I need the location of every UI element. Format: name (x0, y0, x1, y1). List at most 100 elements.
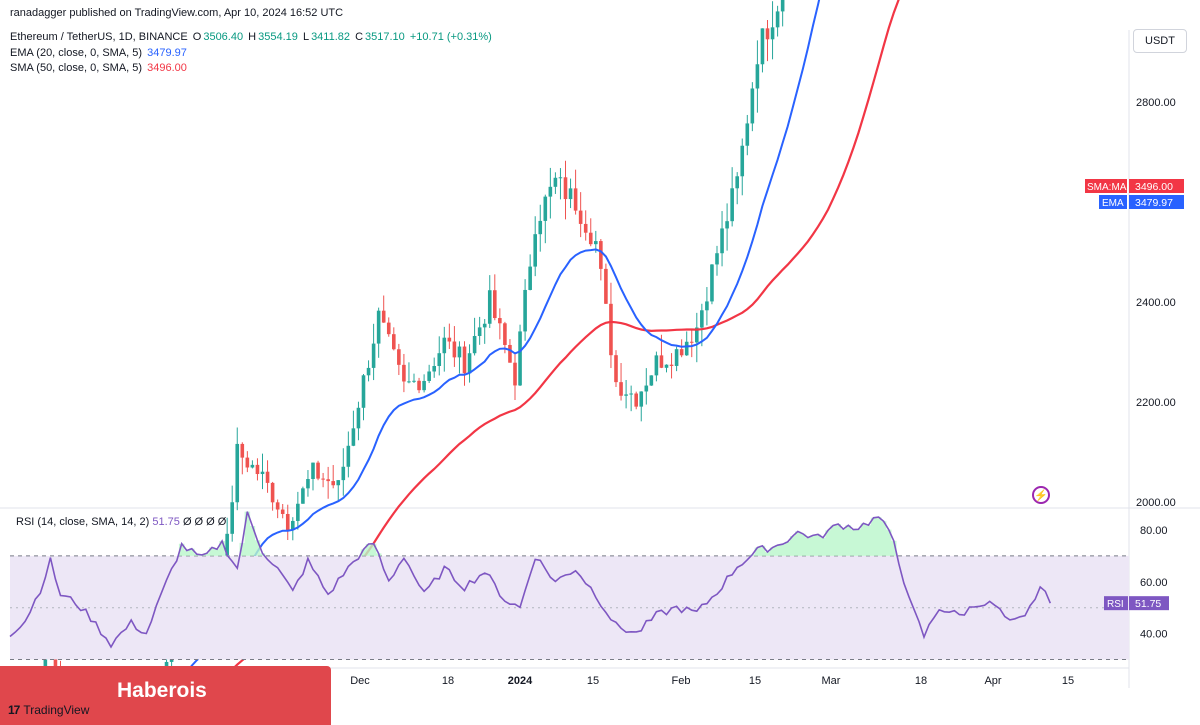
candle-body (664, 364, 669, 368)
ohlc-high-label: H (248, 31, 257, 43)
candle-body (730, 188, 734, 222)
candle-body (336, 480, 341, 486)
candle-body (301, 488, 305, 504)
rsi-tick-label: 40.00 (1140, 629, 1168, 641)
time-tick-label: 15 (749, 675, 761, 687)
candle-body (417, 380, 421, 391)
candle-body (341, 466, 346, 481)
candle-body (619, 382, 623, 396)
rsi-legend-value: 51.75 (152, 516, 180, 528)
candle-body (260, 471, 265, 475)
symbol-header: Ethereum / TetherUS, 1D, BINANCE O 3506.4… (10, 31, 494, 43)
ohlc-low-label: L (302, 31, 310, 43)
candle-body (765, 28, 770, 40)
rsi-legend-extra: Ø Ø Ø Ø (182, 516, 227, 528)
candle-body (669, 364, 674, 366)
candle-body (422, 380, 426, 391)
candle-body (689, 341, 694, 343)
candle-body (543, 196, 548, 221)
sma-legend-label: SMA (50, close, 0, SMA, 5) (10, 62, 143, 74)
candle-body (750, 88, 755, 124)
candle-body (296, 503, 300, 521)
candle-body (634, 393, 638, 407)
candle-body (386, 322, 391, 335)
currency-button[interactable]: USDT (1133, 29, 1187, 53)
sma-tag-label: SMA:MA (1087, 182, 1127, 193)
candle-body (250, 464, 255, 468)
candle-body (740, 145, 745, 177)
candle-body (609, 303, 613, 356)
ohlc-open-label: O (192, 31, 202, 43)
time-tick-label: Feb (672, 675, 691, 687)
rsi-overbought-fill (178, 511, 897, 556)
candle-body (649, 375, 654, 386)
candle-body (371, 343, 376, 368)
rsi-line (9, 511, 1052, 649)
candle-body (427, 371, 431, 381)
candle-body (346, 445, 351, 467)
candle-body (578, 210, 583, 224)
candle-body (720, 228, 724, 254)
time-tick-label: Apr (984, 675, 1001, 687)
price-tick-label: 2200.00 (1136, 397, 1176, 409)
rsi-legend-label: RSI (14, close, SMA, 14, 2) (16, 516, 150, 528)
sma-legend[interactable]: SMA (50, close, 0, SMA, 5) 3496.00 (10, 62, 189, 74)
candle-body (275, 502, 280, 510)
candle-body (528, 266, 532, 290)
candle-body (599, 241, 603, 269)
time-tick-label: 15 (1062, 675, 1074, 687)
watermark-brand: Haberois (117, 679, 207, 702)
rsi-tag-label: RSI (1107, 599, 1124, 610)
ohlc-close: 3517.10 (365, 31, 405, 43)
ema-legend[interactable]: EMA (20, close, 0, SMA, 5) 3479.97 (10, 47, 189, 59)
candle-body (558, 177, 563, 179)
candle-body (710, 264, 714, 302)
ema-tag-label: EMA (1102, 198, 1124, 209)
price-tick-label: 2000.00 (1136, 497, 1176, 509)
time-tick-label: 18 (915, 675, 927, 687)
candle-body (482, 323, 487, 328)
candle-body (629, 393, 633, 395)
candle-body (568, 188, 573, 200)
candle-body (356, 407, 361, 429)
ohlc-change: +10.71 (+0.31%) (409, 31, 492, 43)
sma-legend-value: 3496.00 (147, 62, 187, 74)
candle-body (392, 334, 396, 350)
candle-body (265, 471, 270, 483)
tradingview-logo[interactable]: 17 TradingView (8, 703, 89, 717)
rsi-legend[interactable]: RSI (14, close, SMA, 14, 2) 51.75 Ø Ø Ø … (16, 516, 226, 528)
lightning-icon[interactable]: ⚡ (1032, 486, 1050, 504)
ohlc-open: 3506.40 (203, 31, 244, 43)
rsi-tick-label: 60.00 (1140, 577, 1168, 589)
price-tick-label: 2800.00 (1136, 97, 1176, 109)
price-tick-label: 2400.00 (1136, 297, 1176, 309)
ohlc-close-label: C (355, 31, 364, 43)
candle-body (533, 234, 537, 267)
ema-value-badge (1129, 195, 1184, 209)
tradingview-logo-icon: 17 (8, 703, 20, 717)
candle-body (513, 362, 517, 386)
candle-body (311, 462, 315, 480)
candle-body (366, 367, 371, 376)
candle-body (255, 464, 260, 475)
ema-legend-label: EMA (20, close, 0, SMA, 5) (10, 47, 143, 59)
symbol-title: Ethereum / TetherUS, 1D, BINANCE (10, 31, 188, 43)
candle-body (594, 241, 598, 245)
candle-body (503, 323, 507, 345)
candle-body (285, 513, 290, 531)
candle-body (472, 336, 477, 354)
candle-body (679, 349, 684, 356)
candle-body (240, 443, 245, 458)
time-tick-label: Dec (350, 675, 370, 687)
candle-body (624, 394, 628, 396)
rsi-value-badge (1129, 596, 1169, 611)
sma-value-label: 3496.00 (1135, 181, 1173, 193)
candle-body (487, 290, 492, 324)
watermark-banner: Haberois (0, 666, 331, 725)
candle-body (432, 366, 436, 372)
candle-body (361, 375, 366, 408)
candle-body (270, 482, 275, 503)
candle-body (225, 533, 229, 563)
candle-body (245, 457, 250, 468)
